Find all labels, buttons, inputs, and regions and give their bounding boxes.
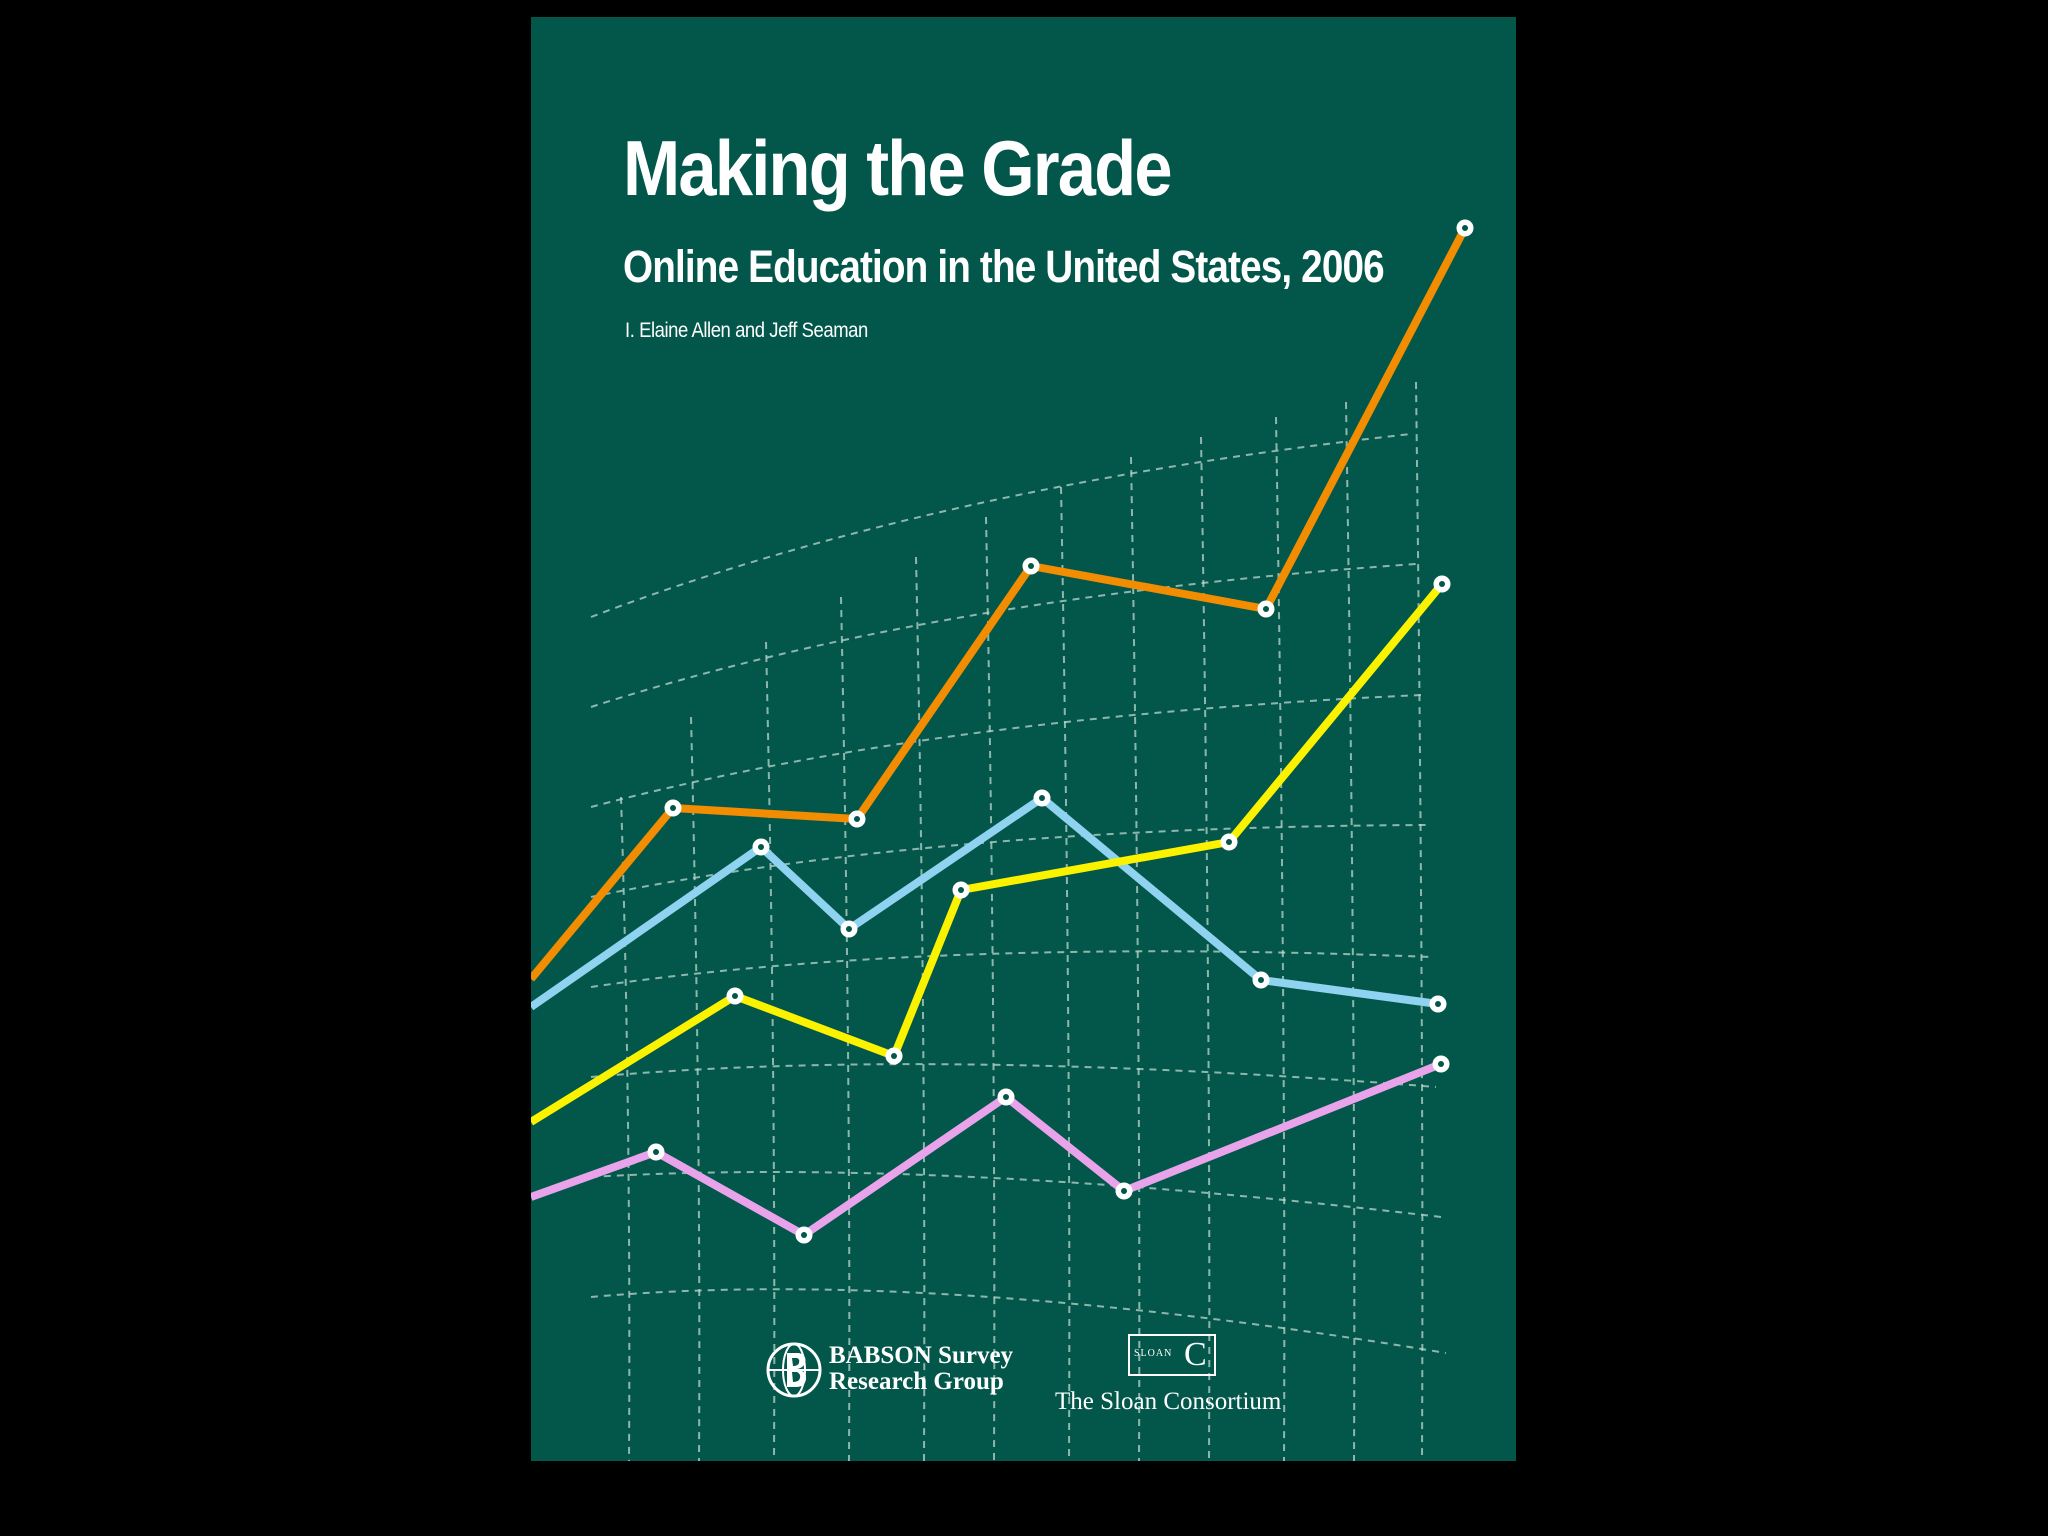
sloan-badge-letter: C <box>1184 1336 1207 1373</box>
report-subtitle: Online Education in the United States, 2… <box>623 241 1385 292</box>
line-markers <box>647 219 1474 1244</box>
babson-wordmark: BABSON Survey Research Group <box>829 1343 1013 1395</box>
babson-line-2: Research Group <box>829 1368 1004 1395</box>
decorative-line-graph <box>531 219 1474 1461</box>
blue-trend-line <box>531 794 1439 1011</box>
yellow-trend-line <box>531 581 1446 1126</box>
report-authors: I. Elaine Allen and Jeff Seaman <box>625 319 868 342</box>
orange-trend-line <box>531 226 1469 982</box>
sloan-badge-label: SLOAN <box>1134 1348 1173 1359</box>
sloan-consortium-name: The Sloan Consortium <box>1055 1388 1282 1415</box>
report-cover: Making the Grade Online Education in the… <box>531 17 1516 1461</box>
report-title: Making the Grade <box>623 124 1173 212</box>
perspective-grid <box>590 381 1447 1461</box>
babson-globe-icon <box>766 1342 822 1398</box>
pink-trend-line <box>531 1060 1443 1239</box>
line-marker-centers <box>653 225 1468 1238</box>
babson-logo: BABSON Survey Research Group <box>765 1335 1045 1403</box>
sloan-consortium-logo: SLOAN C The Sloan Consortium <box>1055 1332 1295 1432</box>
babson-line-1: BABSON Survey <box>829 1342 1014 1369</box>
sloan-c-badge: SLOAN C <box>1128 1334 1216 1376</box>
